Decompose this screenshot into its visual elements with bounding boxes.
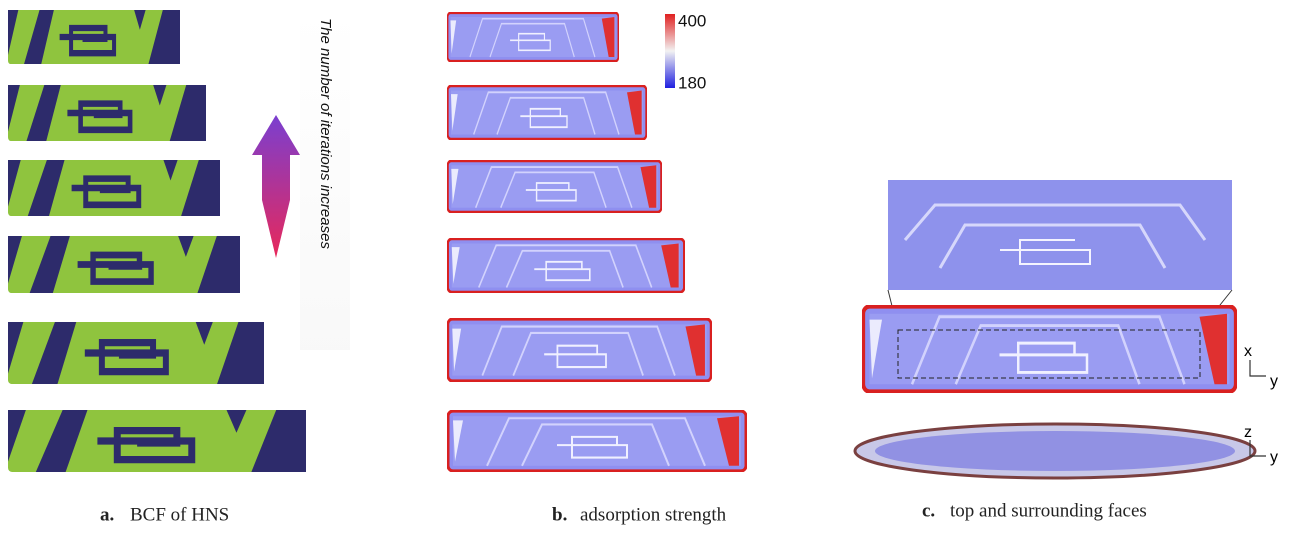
caption: adsorption strength: [580, 504, 727, 525]
panel-label: a.: [100, 504, 114, 525]
zoom-panel: [888, 180, 1232, 290]
bcf-shape: [8, 85, 206, 141]
panel-c: x y z y: [853, 180, 1278, 480]
caption: BCF of HNS: [130, 504, 229, 525]
bcf-shape: [8, 322, 264, 384]
caption: top and surrounding faces: [950, 500, 1147, 521]
ads-shape: [447, 410, 747, 472]
bcf-shape: [8, 410, 306, 472]
ads-shape: [447, 318, 712, 382]
ads-shape: [447, 85, 647, 140]
colorbar-min: 180: [678, 73, 706, 92]
ads-shape: [447, 12, 619, 62]
bcf-shape: [8, 236, 240, 293]
axis-label: z: [1244, 424, 1252, 441]
iteration-arrow: [252, 115, 300, 258]
zoom-box: [897, 329, 1201, 379]
panel-label: b.: [552, 504, 567, 525]
axis-label: y: [1270, 449, 1278, 466]
colorbar: [665, 14, 675, 88]
bcf-shape: [8, 160, 220, 216]
colorbar-max: 400: [678, 11, 706, 30]
ads-shape: [447, 238, 685, 293]
bcf-shape: [8, 10, 180, 64]
arrow-bg: [300, 10, 350, 350]
arrow-label: The number of iterations increases: [317, 18, 334, 249]
ads-shape: [447, 160, 662, 213]
axis-label: x: [1244, 343, 1252, 360]
top-face: [863, 306, 1236, 391]
panel-label: c.: [922, 500, 935, 521]
panel-a: [8, 10, 306, 472]
axis-label: y: [1270, 373, 1278, 390]
